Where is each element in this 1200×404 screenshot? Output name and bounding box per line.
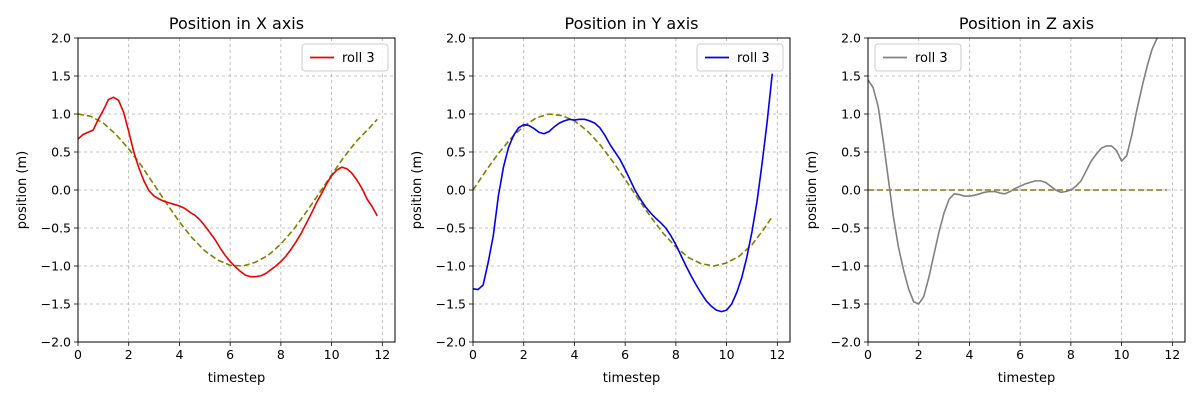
- x-tick-label: 0: [469, 347, 477, 362]
- y-tick-label: 1.0: [446, 107, 466, 122]
- x-tick-label: 8: [277, 347, 285, 362]
- series-line-roll-3: [473, 73, 774, 313]
- series-line-roll-3: [78, 96, 378, 278]
- y-tick-label: −2.0: [831, 335, 861, 350]
- chart-panel-2: 0 2 4 6 8 10 12 −2.0 −1.5 −1.0 −0.5 0.0 0.5 1.0 1.5 2.0…: [410, 14, 791, 386]
- legend-label: roll 3: [737, 51, 770, 66]
- y-tick-label: 0.5: [841, 145, 861, 160]
- x-tick-label: 10: [324, 347, 340, 362]
- y-tick-label: 0.5: [446, 145, 466, 160]
- y-tick-label: −2.0: [436, 335, 466, 350]
- x-tick-label: 8: [672, 347, 680, 362]
- y-tick-label: −0.5: [41, 221, 71, 236]
- x-tick-label: 4: [570, 347, 578, 362]
- legend: roll 3: [874, 43, 962, 72]
- x-tick-label: 6: [226, 347, 234, 362]
- x-tick-label: 12: [769, 347, 785, 362]
- y-tick-label: −0.5: [436, 221, 466, 236]
- y-tick-label: 1.5: [446, 69, 466, 84]
- series-line-roll-3: [868, 38, 1159, 305]
- legend-box: [696, 43, 784, 72]
- y-tick-label: −1.0: [436, 259, 466, 274]
- x-tick-label: 10: [1114, 347, 1130, 362]
- x-tick-label: 8: [1067, 347, 1075, 362]
- x-tick-label: 2: [520, 347, 528, 362]
- y-tick-label: −0.5: [831, 221, 861, 236]
- x-axis-label: timestep: [603, 371, 661, 386]
- x-tick-label: 0: [74, 347, 82, 362]
- x-axis-label: timestep: [998, 371, 1056, 386]
- chart-panel-3: 0 2 4 6 8 10 12 −2.0 −1.5 −1.0 −0.5 0.0 0.5 1.0 1.5 2.0…: [805, 14, 1186, 386]
- y-tick-label: −1.0: [41, 259, 71, 274]
- y-tick-label: 1.0: [841, 107, 861, 122]
- y-tick-label: 2.0: [446, 31, 466, 46]
- legend-box: [874, 43, 962, 72]
- y-tick-label: 0.0: [841, 183, 861, 198]
- x-axis-label: timestep: [208, 371, 266, 386]
- y-tick-label: 2.0: [841, 31, 861, 46]
- legend-label: roll 3: [342, 51, 375, 66]
- y-axis-label: position (m): [410, 151, 425, 229]
- x-tick-label: 6: [1016, 347, 1024, 362]
- x-tick-label: 12: [1164, 347, 1180, 362]
- y-tick-label: 1.0: [51, 107, 71, 122]
- x-tick-label: 2: [915, 347, 923, 362]
- y-axis-label: position (m): [15, 151, 30, 229]
- y-tick-label: −1.5: [831, 297, 861, 312]
- legend: roll 3: [301, 43, 389, 72]
- x-tick-label: 4: [965, 347, 973, 362]
- y-tick-label: 2.0: [51, 31, 71, 46]
- chart-title: Position in Z axis: [959, 14, 1094, 33]
- y-axis-label: position (m): [805, 151, 820, 229]
- x-tick-label: 12: [374, 347, 390, 362]
- chart-title: Position in X axis: [169, 14, 304, 33]
- y-tick-label: 0.0: [446, 183, 466, 198]
- x-tick-label: 4: [175, 347, 183, 362]
- chart-panel-1: 0 2 4 6 8 10 12 −2.0 −1.5 −1.0 −0.5 0.0 0.5 1.0 1.5 2.0…: [15, 14, 396, 386]
- y-tick-label: −2.0: [41, 335, 71, 350]
- x-tick-label: 0: [864, 347, 872, 362]
- x-tick-label: 6: [621, 347, 629, 362]
- reference-series-line: [473, 113, 773, 267]
- chart-title: Position in Y axis: [565, 14, 699, 33]
- y-tick-label: 1.5: [841, 69, 861, 84]
- legend: roll 3: [696, 43, 784, 72]
- y-tick-label: 0.0: [51, 183, 71, 198]
- y-tick-label: 0.5: [51, 145, 71, 160]
- y-tick-label: −1.0: [831, 259, 861, 274]
- y-tick-label: −1.5: [436, 297, 466, 312]
- x-tick-label: 10: [719, 347, 735, 362]
- y-tick-label: 1.5: [51, 69, 71, 84]
- legend-box: [301, 43, 389, 72]
- x-tick-label: 2: [125, 347, 133, 362]
- y-tick-label: −1.5: [41, 297, 71, 312]
- legend-label: roll 3: [915, 51, 948, 66]
